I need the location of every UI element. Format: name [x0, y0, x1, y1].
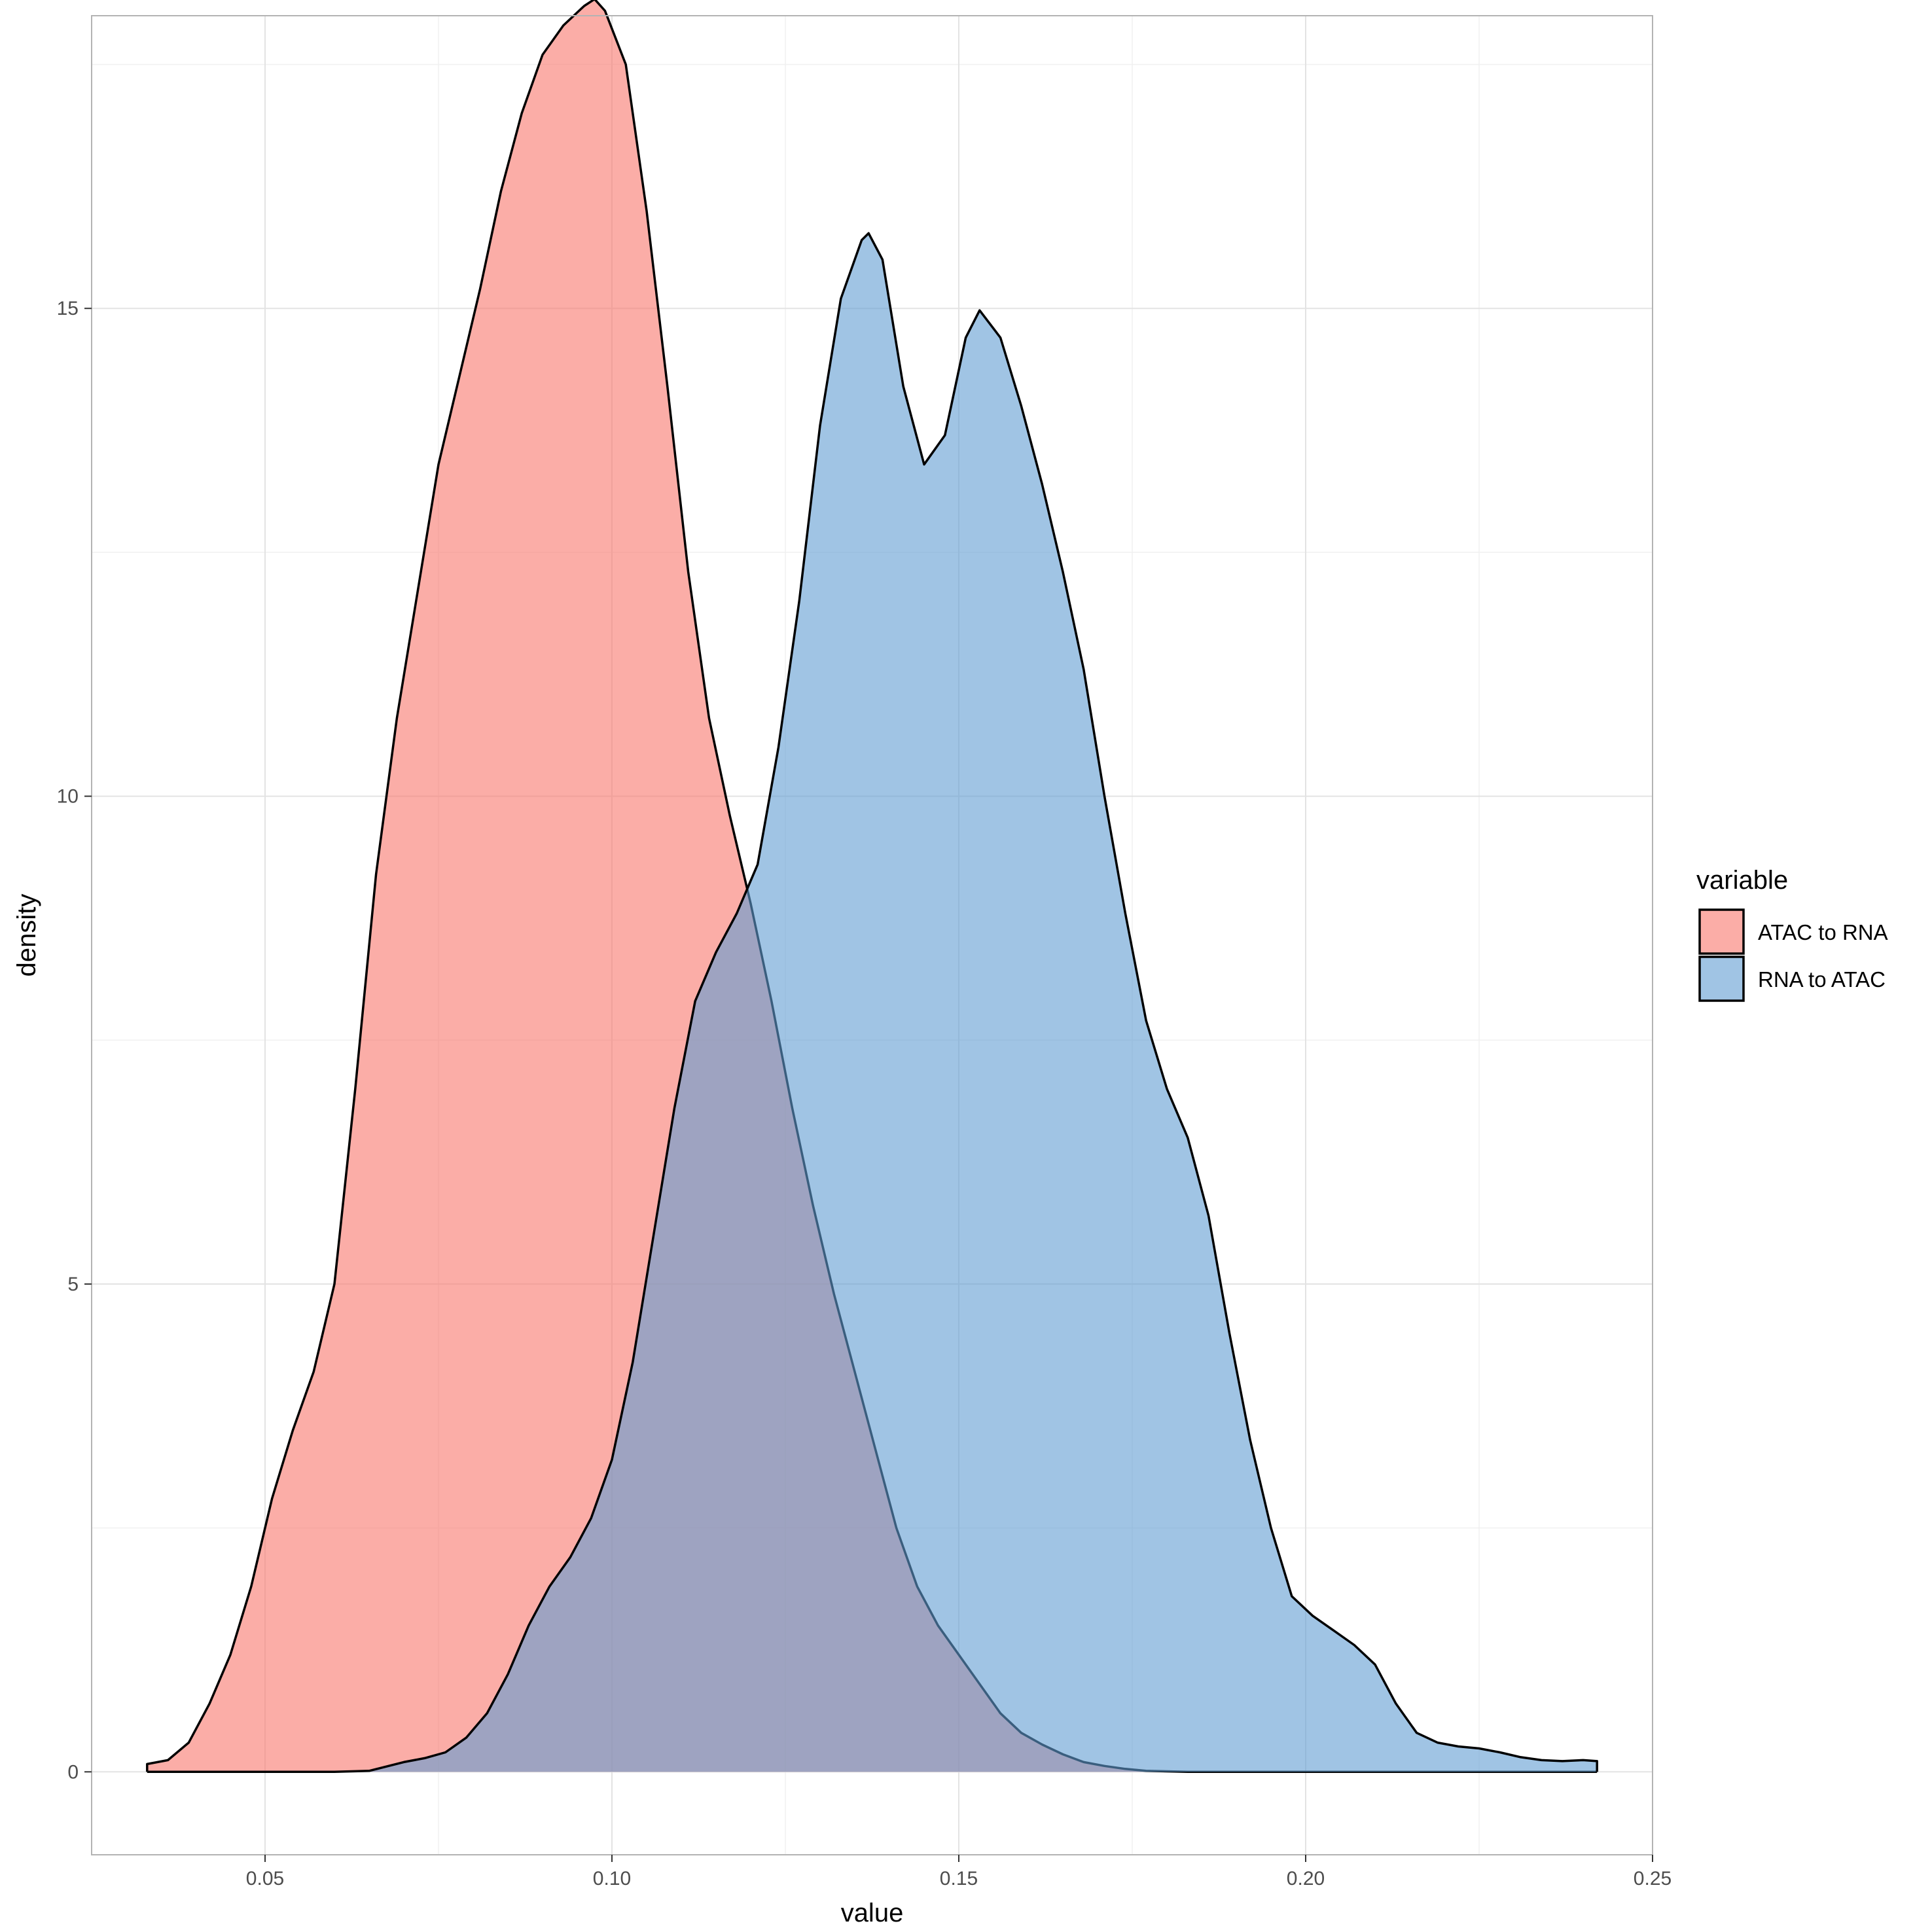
x-axis-title: value	[841, 1899, 904, 1927]
legend-title: variable	[1696, 866, 1788, 895]
y-tick-label: 15	[57, 298, 79, 319]
legend-key-1	[1698, 908, 1745, 955]
density-outline-2	[147, 232, 1598, 1774]
density-series	[146, 0, 1598, 1774]
x-tick-label: 0.15	[940, 1868, 978, 1889]
legend-key-2	[1698, 956, 1745, 1002]
x-tick-label: 0.25	[1634, 1868, 1672, 1889]
y-tick-label: 5	[67, 1274, 79, 1295]
density-area-2	[147, 233, 1598, 1772]
x-tick-label: 0.20	[1287, 1868, 1325, 1889]
legend-label-1: ATAC to RNA	[1758, 920, 1888, 944]
x-tick-label: 0.10	[593, 1868, 631, 1889]
density-area-1	[147, 0, 1598, 1772]
legend-label-2: RNA to ATAC	[1758, 967, 1886, 992]
y-axis-title: density	[12, 894, 41, 977]
legend: variable ATAC to RNA RNA to ATAC	[1696, 866, 1888, 1002]
y-tick-label: 10	[57, 786, 79, 808]
x-axis-ticks: 0.05 0.10 0.15 0.20 0.25	[246, 1855, 1672, 1889]
x-tick-label: 0.05	[246, 1868, 284, 1889]
y-axis-ticks: 0 5 10 15	[57, 298, 92, 1783]
y-tick-label: 0	[67, 1761, 79, 1783]
plot-panel-border	[91, 15, 1653, 1855]
